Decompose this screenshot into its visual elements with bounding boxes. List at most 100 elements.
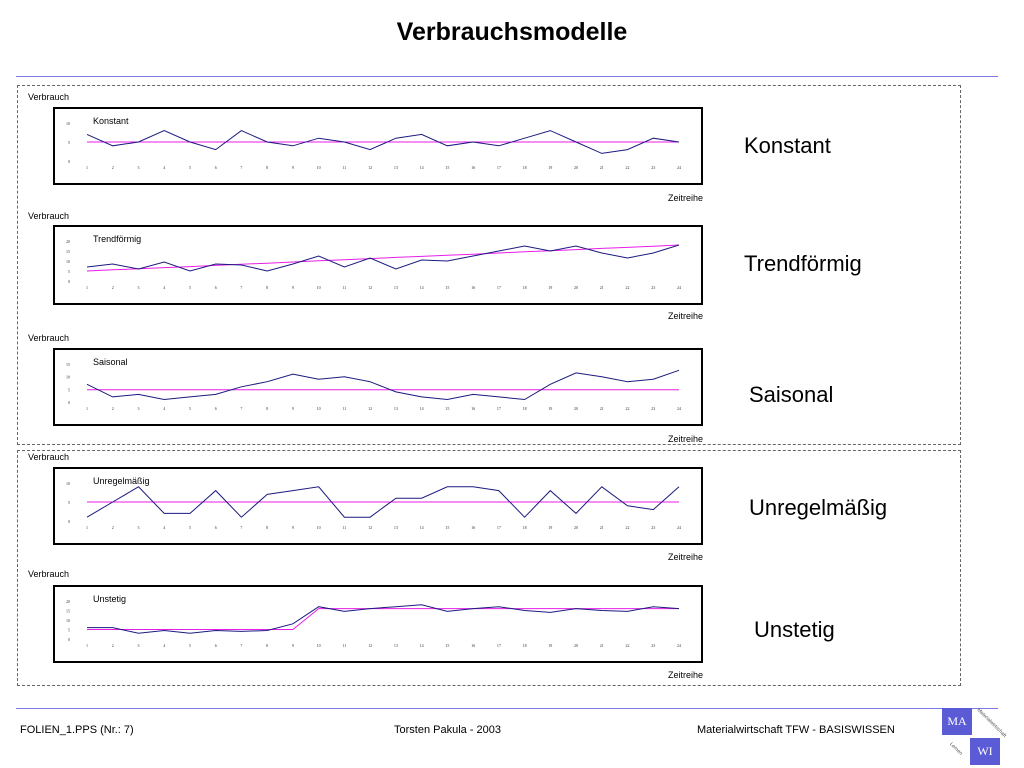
chart-konstant: Konstant 0 5 10 1 2 3 4 5 6 7 8 9 10 11 12 13 14 15 16 17 18… [53, 107, 703, 185]
x-tick-label: 6 [215, 406, 217, 411]
y-tick-label: 5 [68, 269, 70, 274]
xlabel-1: Zeitreihe [667, 193, 703, 203]
logo-box-ma: MA [942, 708, 972, 735]
x-tick-label: 1 [86, 525, 88, 530]
y-tick-label: 0 [68, 637, 70, 642]
logo-box-wi: WI [970, 738, 1000, 765]
x-tick-label: 22 [626, 643, 630, 648]
x-tick-label: 8 [266, 525, 268, 530]
y-tick-label: 5 [68, 387, 70, 392]
x-tick-label: 1 [86, 643, 88, 648]
x-tick-label: 20 [574, 406, 578, 411]
x-tick-label: 9 [292, 525, 294, 530]
x-tick-label: 22 [626, 406, 630, 411]
y-tick-label: 5 [68, 628, 70, 633]
x-tick-label: 15 [445, 285, 449, 290]
x-tick-label: 17 [497, 525, 501, 530]
chart-unstetig: Unstetig 0 5 10 15 20 1 2 3 4 5 6 7 8 9 10 11 12 13 14 15 16… [53, 585, 703, 663]
series-line-average [86, 244, 680, 272]
y-tick-label: 15 [66, 362, 70, 367]
x-tick-label: 3 [137, 525, 139, 530]
y-tick-label: 15 [66, 609, 70, 614]
ylabel-3: Verbrauch [28, 333, 70, 343]
x-tick-label: 14 [420, 406, 424, 411]
chart-group-1 [17, 85, 961, 445]
model-label-5: Unstetig [754, 617, 835, 642]
x-tick-label: 19 [548, 285, 552, 290]
xlabel-5: Zeitreihe [667, 670, 703, 680]
x-tick-label: 16 [471, 643, 475, 648]
x-tick-label: 10 [317, 285, 321, 290]
x-tick-label: 6 [215, 165, 217, 170]
x-tick-label: 6 [215, 643, 217, 648]
x-tick-label: 14 [420, 643, 424, 648]
top-divider [16, 76, 998, 77]
x-tick-label: 12 [368, 406, 372, 411]
bottom-divider [16, 708, 998, 709]
x-tick-label: 24 [677, 643, 681, 648]
ylabel-1: Verbrauch [28, 92, 70, 102]
model-label-4: Unregelmäßig [749, 495, 888, 520]
x-tick-label: 21 [600, 285, 604, 290]
x-tick-label: 24 [677, 525, 681, 530]
x-tick-label: 13 [394, 525, 398, 530]
x-tick-label: 21 [600, 525, 604, 530]
y-tick-label: 10 [66, 481, 70, 486]
x-tick-label: 19 [548, 643, 552, 648]
x-tick-label: 18 [523, 165, 527, 170]
footer-right: Materialwirtschaft TFW - BASISWISSEN [697, 724, 895, 736]
x-tick-label: 24 [677, 406, 681, 411]
x-tick-label: 14 [420, 285, 424, 290]
x-tick-label: 12 [368, 165, 372, 170]
x-tick-label: 13 [394, 406, 398, 411]
ylabel-2: Verbrauch [28, 211, 70, 221]
x-tick-label: 12 [368, 285, 372, 290]
y-tick-label: 0 [68, 400, 70, 405]
logo-text-2: Lernen [948, 741, 964, 757]
x-tick-label: 23 [651, 285, 655, 290]
x-tick-label: 2 [112, 165, 114, 170]
x-tick-label: 9 [292, 406, 294, 411]
series-line-actual [87, 604, 680, 634]
x-tick-label: 17 [497, 406, 501, 411]
x-tick-label: 8 [266, 165, 268, 170]
footer-left: FOLIEN_1.PPS (Nr.: 7) [20, 724, 134, 736]
xlabel-4: Zeitreihe [667, 552, 703, 562]
x-tick-label: 11 [342, 285, 346, 290]
model-label-1: Konstant [744, 133, 831, 158]
x-tick-label: 10 [317, 406, 321, 411]
x-tick-label: 3 [137, 165, 139, 170]
x-tick-label: 22 [626, 165, 630, 170]
x-tick-label: 24 [677, 165, 681, 170]
x-tick-label: 3 [137, 285, 139, 290]
x-tick-label: 7 [240, 165, 242, 170]
x-tick-label: 8 [266, 285, 268, 290]
x-tick-label: 6 [215, 285, 217, 290]
xlabel-3: Zeitreihe [667, 434, 703, 444]
x-tick-label: 9 [292, 285, 294, 290]
chart-title-2: Trendförmig [93, 234, 142, 244]
y-tick-label: 10 [66, 375, 70, 380]
chart-title-4: Unregelmäßig [93, 476, 150, 486]
x-tick-label: 12 [368, 643, 372, 648]
model-label-2: Trendförmig [744, 251, 862, 276]
x-tick-label: 18 [523, 643, 527, 648]
x-tick-label: 16 [471, 406, 475, 411]
x-tick-label: 23 [651, 165, 655, 170]
x-tick-label: 17 [497, 643, 501, 648]
x-tick-label: 18 [523, 285, 527, 290]
x-tick-label: 4 [163, 525, 165, 530]
x-tick-label: 13 [394, 285, 398, 290]
x-tick-label: 2 [112, 525, 114, 530]
page-title: Verbrauchsmodelle [396, 18, 628, 46]
x-tick-label: 3 [137, 406, 139, 411]
x-tick-label: 1 [86, 285, 88, 290]
mawi-logo: MA WI Materialwirtschaft Lernen [938, 707, 1007, 766]
y-tick-label: 0 [68, 279, 70, 284]
y-tick-label: 10 [66, 259, 70, 264]
y-tick-label: 0 [68, 519, 70, 524]
series-line-actual [86, 244, 680, 272]
x-tick-label: 14 [420, 525, 424, 530]
